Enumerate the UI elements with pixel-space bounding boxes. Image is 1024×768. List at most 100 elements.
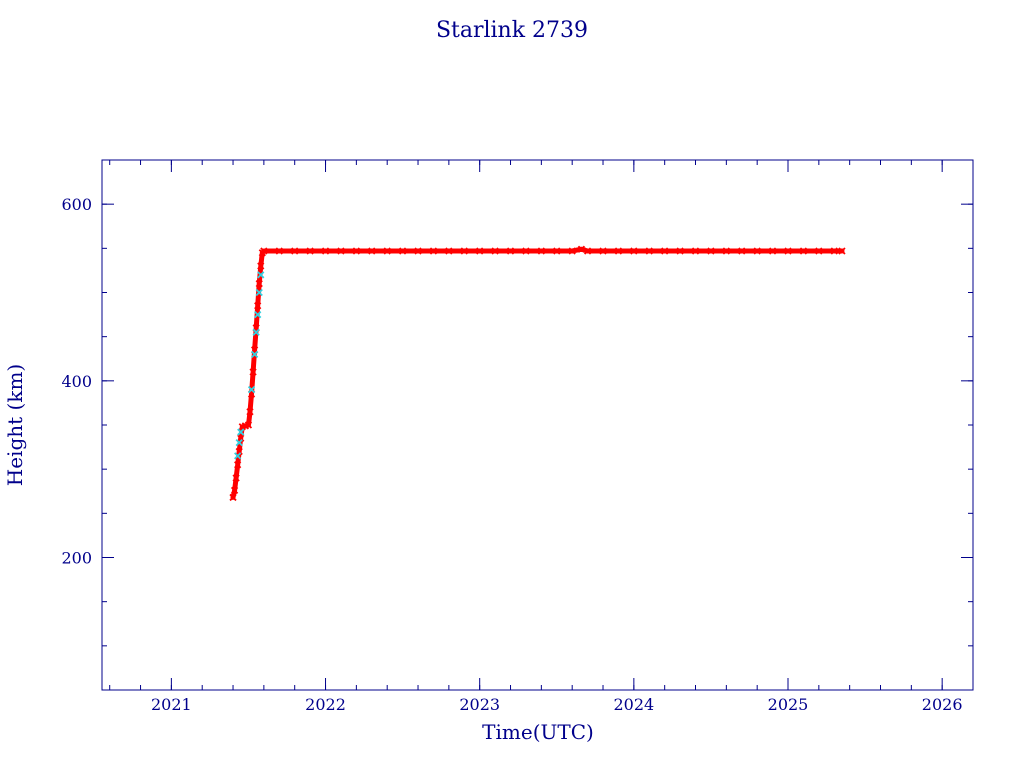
data-point-stroke	[577, 245, 586, 253]
data-point	[234, 461, 242, 469]
data-point-stroke	[229, 493, 237, 502]
data-point-stroke	[237, 428, 245, 436]
data-point	[229, 493, 237, 502]
data-point-stroke	[799, 247, 808, 255]
data-point	[234, 452, 242, 460]
data-point-stroke	[291, 247, 299, 255]
data-point-stroke	[838, 247, 846, 255]
data-point-stroke	[255, 280, 263, 288]
data-point	[250, 350, 259, 358]
data-point	[568, 247, 576, 255]
data-point-stroke	[445, 247, 453, 255]
data-point-stroke	[476, 247, 484, 255]
data-point-stroke	[255, 288, 263, 297]
data-point	[244, 421, 253, 429]
data-point-stroke	[553, 247, 561, 255]
data-point	[237, 428, 245, 436]
data-point-stroke	[753, 247, 761, 255]
x-axis-label: Time(UTC)	[482, 720, 594, 744]
data-point	[722, 247, 730, 255]
data-point	[255, 280, 263, 288]
data-point	[255, 288, 263, 297]
data-point	[460, 247, 468, 255]
data-point	[491, 247, 499, 255]
data-point	[799, 247, 808, 255]
data-point-stroke	[235, 447, 243, 456]
data-point-stroke	[491, 247, 499, 255]
data-point-stroke	[630, 247, 638, 255]
data-point	[230, 486, 239, 495]
data-point-stroke	[738, 247, 746, 255]
y-tick-labels: 200 400 600	[61, 195, 92, 567]
x-tick-label: 2021	[151, 695, 192, 714]
axis-ticks	[102, 159, 974, 691]
data-point-stroke	[234, 461, 242, 469]
data-point	[337, 247, 345, 255]
data-point-stroke	[429, 247, 438, 255]
data-point-stroke	[237, 434, 245, 442]
data-point-stroke	[599, 247, 607, 255]
data-point	[321, 247, 330, 255]
data-point	[414, 247, 422, 255]
data-point	[614, 247, 623, 255]
data-point	[676, 247, 684, 255]
y-tick-label: 600	[61, 195, 92, 214]
plot-frame	[101, 159, 974, 691]
chart-title: Starlink 2739	[436, 18, 588, 43]
data-point-stroke	[368, 247, 376, 255]
data-point-stroke	[784, 247, 792, 255]
data-point-stroke	[722, 247, 730, 255]
data-point	[661, 247, 669, 255]
data-point-stroke	[254, 302, 262, 310]
data-point	[352, 247, 360, 255]
data-point-stroke	[383, 247, 391, 255]
data-point	[398, 247, 407, 255]
data-point	[522, 247, 530, 255]
data-point	[275, 247, 283, 255]
data-point-stroke	[249, 368, 257, 376]
data-point	[383, 247, 391, 255]
data-point	[291, 247, 299, 255]
data-point-stroke	[506, 247, 515, 255]
data-point-stroke	[230, 486, 239, 495]
data-point-stroke	[252, 328, 260, 336]
data-point	[583, 247, 592, 255]
data-point	[830, 247, 838, 255]
data-point-stroke	[460, 247, 468, 255]
x-tick-label: 2023	[459, 695, 500, 714]
data-point-stroke	[707, 247, 715, 255]
data-point	[838, 247, 846, 255]
data-point	[232, 474, 240, 482]
data-point-stroke	[306, 247, 314, 255]
data-point-stroke	[257, 262, 265, 270]
data-point	[249, 368, 257, 376]
data-point	[247, 386, 256, 394]
data-point-stroke	[768, 247, 777, 255]
data-point	[506, 247, 515, 255]
data-point	[235, 439, 243, 447]
x-tick-label: 2022	[305, 695, 346, 714]
data-point-stroke	[537, 247, 545, 255]
series-trace	[230, 246, 845, 500]
y-axis-label: Height (km)	[3, 364, 27, 486]
data-point-stroke	[337, 247, 345, 255]
data-point	[553, 247, 561, 255]
data-point-stroke	[352, 247, 360, 255]
data-point-stroke	[815, 247, 823, 255]
data-point	[768, 247, 777, 255]
data-point	[246, 408, 254, 416]
data-point	[784, 247, 792, 255]
data-point-stroke	[260, 247, 268, 255]
data-point-stroke	[522, 247, 530, 255]
x-tick-label: 2026	[922, 695, 963, 714]
data-point	[445, 247, 453, 255]
y-tick-label: 200	[61, 549, 92, 568]
data-point-stroke	[568, 247, 576, 255]
data-point	[738, 247, 746, 255]
data-point	[254, 310, 262, 319]
data-point	[577, 245, 586, 253]
data-point	[306, 247, 314, 255]
data-point-stroke	[275, 247, 283, 255]
data-point-stroke	[234, 452, 242, 460]
